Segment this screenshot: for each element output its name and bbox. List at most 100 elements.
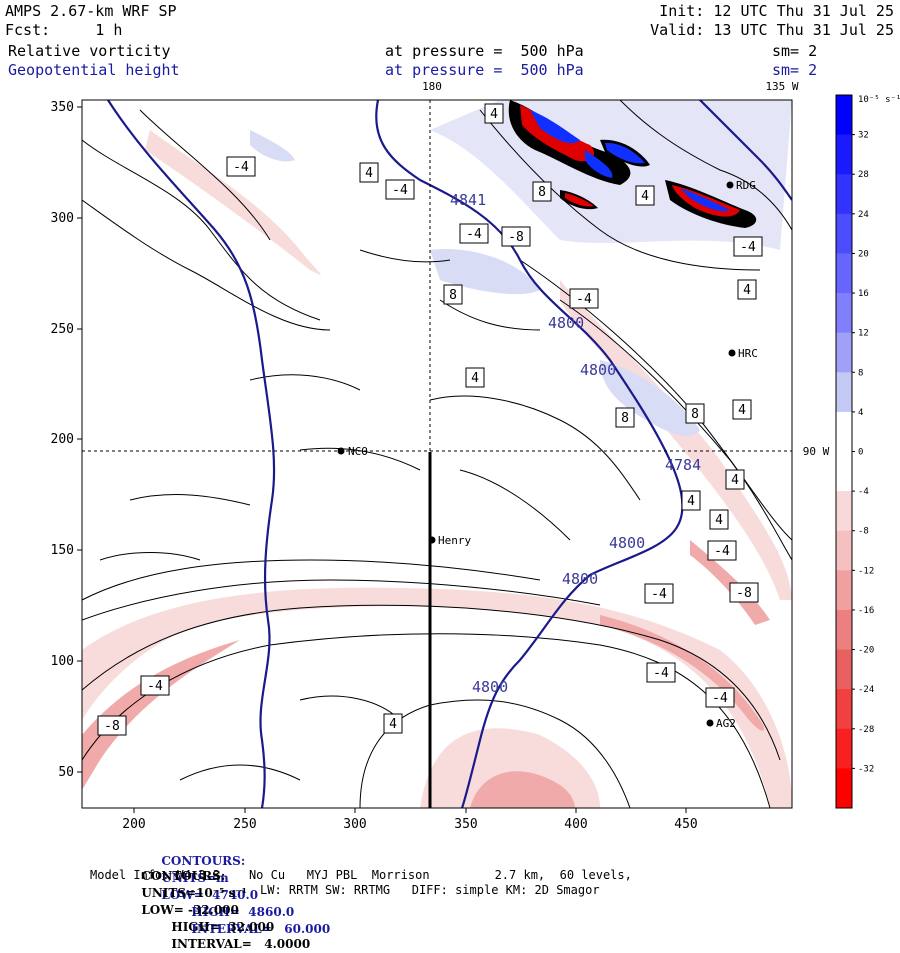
station-label: Henry bbox=[438, 534, 471, 547]
positive-vorticity-area bbox=[430, 249, 540, 295]
colorbar-cell bbox=[836, 411, 852, 452]
footer-contour-label: CONTOURS: bbox=[141, 869, 226, 883]
colorbar-label: 24 bbox=[858, 210, 869, 220]
footer-contour-high: HIGH= 32.000 bbox=[171, 920, 275, 934]
station-label: RDG bbox=[736, 179, 756, 192]
colorbar-cell bbox=[836, 689, 852, 730]
colorbar-cell bbox=[836, 293, 852, 334]
vort-label: 4 bbox=[383, 713, 403, 734]
colorbar-cell bbox=[836, 768, 852, 809]
svg-text:-4: -4 bbox=[651, 587, 667, 602]
colorbar-cell bbox=[836, 451, 852, 492]
y-tick-labels: 350 300 250 200 150 100 50 bbox=[51, 100, 74, 780]
svg-text:-4: -4 bbox=[466, 227, 482, 242]
colorbar-label: 4 bbox=[858, 408, 863, 418]
footer-contour-units: UNITS=10⁻⁵ s⁻¹ bbox=[141, 886, 247, 900]
svg-text:-4: -4 bbox=[653, 666, 669, 681]
vort-label: -4 bbox=[705, 687, 735, 708]
colorbar-label: 28 bbox=[858, 170, 869, 180]
height-label: 4841 bbox=[450, 191, 486, 209]
y-tick-label: 200 bbox=[51, 432, 74, 447]
vort-label: -4 bbox=[385, 179, 415, 200]
svg-text:-4: -4 bbox=[233, 160, 249, 175]
footer-contour-label: CONTOURS: bbox=[161, 854, 246, 868]
x-tick-labels: 200 250 300 350 400 450 bbox=[122, 817, 697, 832]
colorbar-label: -12 bbox=[858, 566, 874, 576]
station-dot bbox=[428, 536, 436, 544]
field1-level: at pressure = 500 hPa bbox=[385, 42, 584, 60]
axis-ticks bbox=[77, 106, 687, 813]
svg-text:4: 4 bbox=[738, 403, 746, 418]
colorbar-labels: 32 28 24 20 16 12 8 4 0 -4 -8 -12 -16 -20 -24 -28 -32 bbox=[852, 131, 874, 774]
vorticity-box-labels: -4 4 -4 4 8 -4 -8 8 -4 8 4 4 8 4 4 -4 4 … bbox=[97, 103, 763, 736]
negative-vorticity-blob-strong bbox=[470, 771, 575, 808]
colorbar-label: 32 bbox=[858, 131, 869, 141]
colorbar-unit: 10⁻⁵ s⁻¹ bbox=[858, 95, 900, 105]
footer-contour-low: LOW= -32.000 bbox=[141, 903, 239, 917]
svg-text:4: 4 bbox=[471, 371, 479, 386]
vort-label: -8 bbox=[97, 715, 127, 736]
vort-label: 4 bbox=[725, 469, 745, 490]
height-contour-labels: 4800 4800 4800 4800 4800 4784 4841 bbox=[450, 191, 701, 696]
colorbar-label: 8 bbox=[858, 368, 863, 378]
height-label: 4800 bbox=[580, 361, 616, 379]
station-dot bbox=[728, 349, 736, 357]
colorbar-label: -4 bbox=[858, 487, 869, 497]
field2-smoothing: sm= 2 bbox=[772, 61, 818, 79]
svg-text:4: 4 bbox=[731, 473, 739, 488]
x-tick-label: 450 bbox=[674, 817, 697, 832]
init-time: Init: 12 UTC Thu 31 Jul 25 bbox=[659, 2, 894, 20]
vort-label: -8 bbox=[501, 226, 531, 247]
svg-text:4: 4 bbox=[687, 494, 695, 509]
svg-text:4: 4 bbox=[365, 166, 373, 181]
height-contours bbox=[107, 100, 792, 808]
svg-text:-4: -4 bbox=[147, 679, 163, 694]
y-tick-label: 250 bbox=[51, 322, 74, 337]
footer-model-info: Model Info: V4.3.3 No Cu MYJ PBL Morriso… bbox=[90, 868, 632, 882]
vort-label: -4 bbox=[733, 236, 763, 257]
colorbar-cell bbox=[836, 570, 852, 611]
svg-text:4: 4 bbox=[743, 283, 751, 298]
colorbar-cell bbox=[836, 530, 852, 571]
height-label: 4800 bbox=[562, 570, 598, 588]
svg-text:-8: -8 bbox=[508, 230, 524, 245]
vort-label: -4 bbox=[707, 540, 737, 561]
station-label: NCO bbox=[348, 445, 368, 458]
map-frame bbox=[81, 99, 793, 809]
colorbar-cell bbox=[836, 253, 852, 294]
svg-text:-8: -8 bbox=[736, 586, 752, 601]
colorbar-cell bbox=[836, 213, 852, 254]
height-label: 4784 bbox=[665, 456, 701, 474]
vort-label: 4 bbox=[465, 367, 485, 388]
y-tick-label: 300 bbox=[51, 211, 74, 226]
y-tick-label: 100 bbox=[51, 654, 74, 669]
svg-text:-4: -4 bbox=[392, 183, 408, 198]
vort-label: -4 bbox=[644, 583, 674, 604]
height-label: 4800 bbox=[548, 314, 584, 332]
positive-vorticity-area bbox=[250, 130, 295, 162]
vort-label: 4 bbox=[635, 185, 655, 206]
map-field-layer bbox=[82, 100, 792, 808]
forecast-hour: Fcst: 1 h bbox=[5, 21, 123, 39]
colorbar-cell bbox=[836, 95, 852, 136]
y-tick-label: 50 bbox=[58, 765, 74, 780]
colorbar-cell bbox=[836, 728, 852, 769]
svg-text:-4: -4 bbox=[740, 240, 756, 255]
meridian-label-90w: 90 W bbox=[803, 445, 830, 458]
station-dot bbox=[726, 181, 734, 189]
colorbar-cell bbox=[836, 332, 852, 373]
colorbar-label: -16 bbox=[858, 606, 874, 616]
vort-label: 4 bbox=[359, 162, 379, 183]
height-label: 4800 bbox=[609, 534, 645, 552]
field2-name: Geopotential height bbox=[8, 61, 180, 79]
meridian-label-135w: 135 W bbox=[765, 80, 798, 93]
colorbar-label: -20 bbox=[858, 646, 874, 656]
vort-label: -4 bbox=[459, 223, 489, 244]
y-tick-label: 150 bbox=[51, 543, 74, 558]
vort-label: -4 bbox=[646, 662, 676, 683]
field1-name: Relative vorticity bbox=[8, 42, 171, 60]
vort-label: -4 bbox=[226, 156, 256, 177]
colorbar-label: -28 bbox=[858, 725, 874, 735]
footer-contour-units: UNITS=m bbox=[161, 871, 229, 885]
svg-text:8: 8 bbox=[621, 411, 629, 426]
